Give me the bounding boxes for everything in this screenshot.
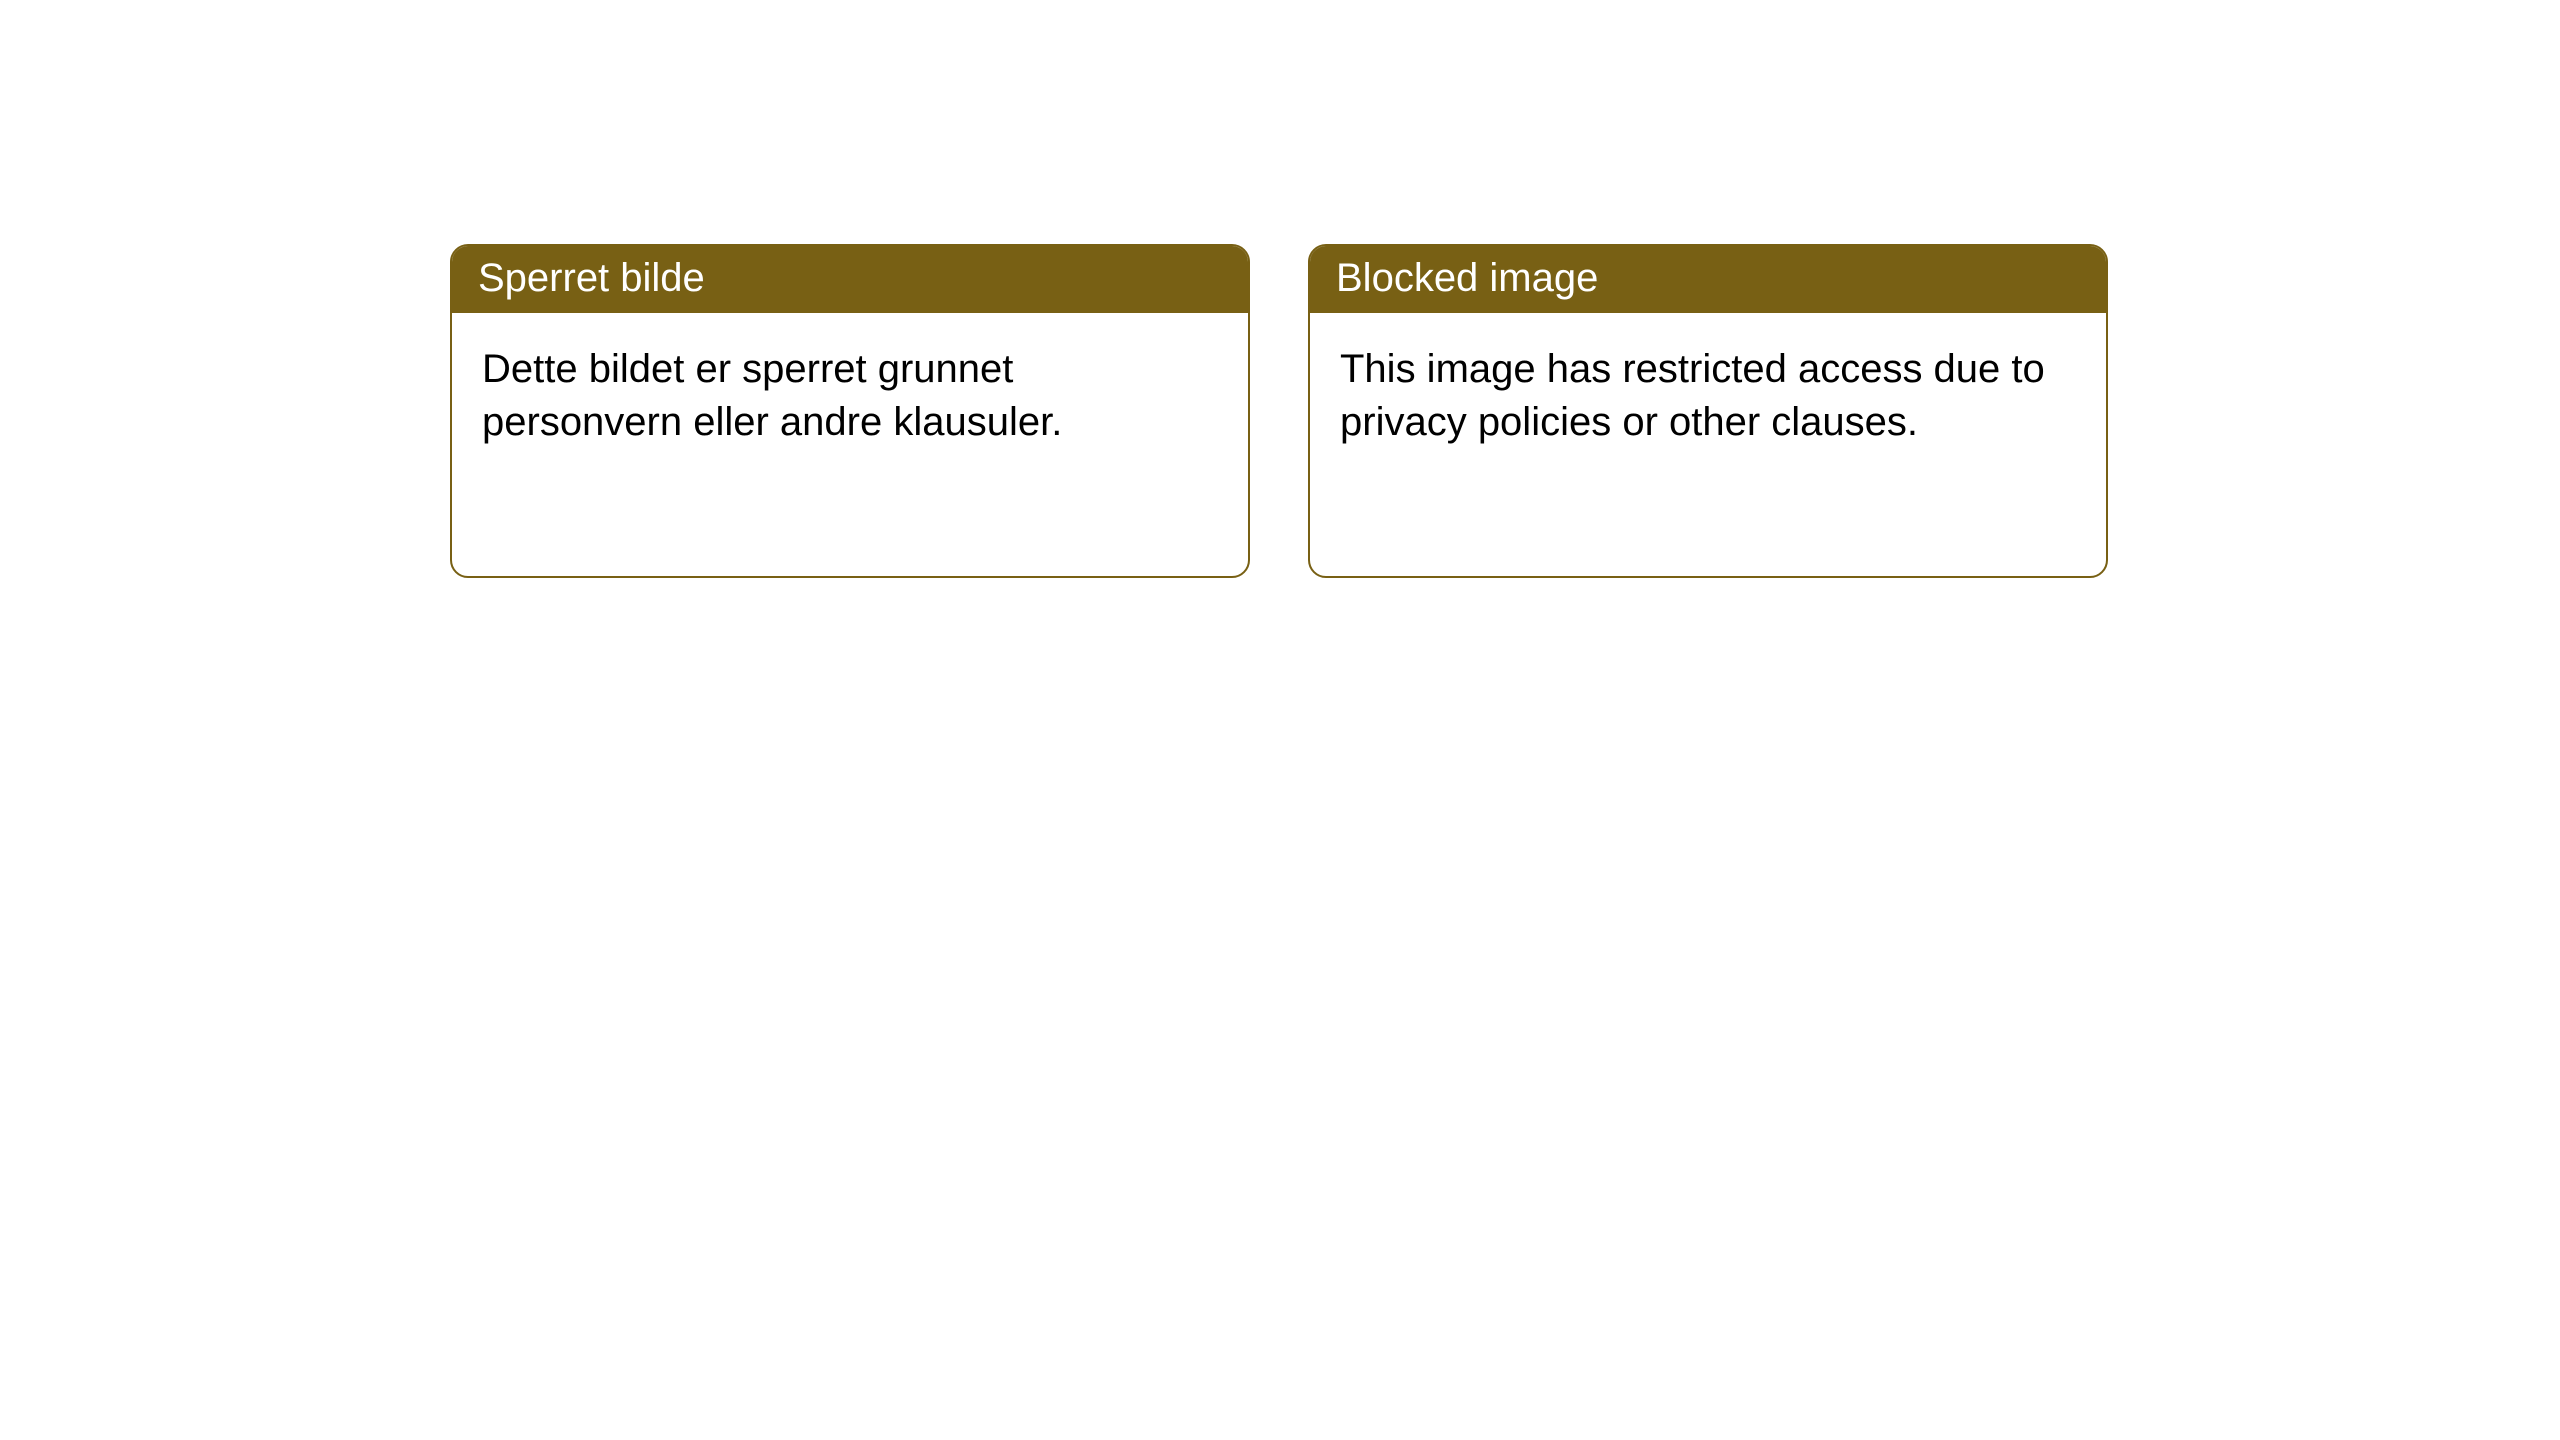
notice-card-en: Blocked image This image has restricted … xyxy=(1308,244,2108,578)
notice-card-no: Sperret bilde Dette bildet er sperret gr… xyxy=(450,244,1250,578)
notice-card-body: Dette bildet er sperret grunnet personve… xyxy=(452,313,1248,475)
notice-card-header: Sperret bilde xyxy=(452,246,1248,313)
notice-card-body: This image has restricted access due to … xyxy=(1310,313,2106,475)
notice-cards-row: Sperret bilde Dette bildet er sperret gr… xyxy=(450,244,2108,578)
notice-card-header: Blocked image xyxy=(1310,246,2106,313)
